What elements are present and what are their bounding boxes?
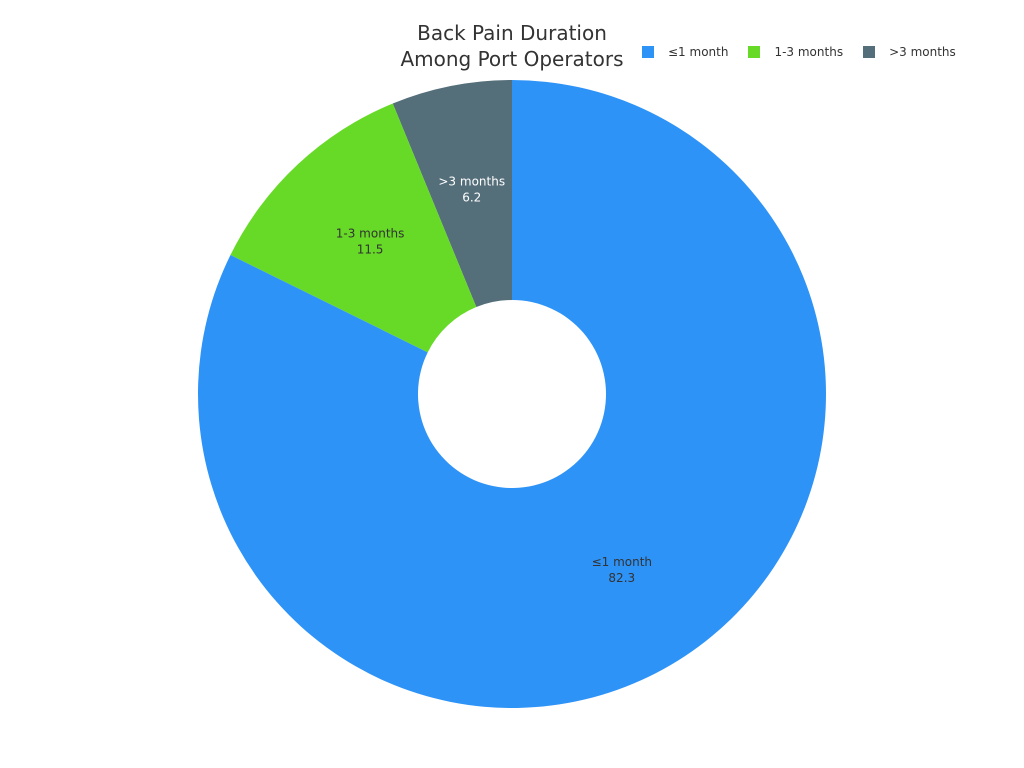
donut-slice [230, 103, 477, 353]
donut-slice [392, 80, 512, 308]
legend-label: >3 months [889, 45, 956, 59]
slice-value: 6.2 [462, 190, 481, 204]
slice-value: 82.3 [608, 571, 635, 585]
legend-swatch [748, 46, 761, 58]
legend-label: 1-3 months [774, 45, 844, 59]
legend: ≤1 month 1-3 months >3 months [642, 45, 976, 59]
legend-swatch [642, 46, 654, 58]
slice-label: 1-3 months [336, 226, 405, 240]
legend-item: 1-3 months [748, 45, 843, 59]
chart-title: Back Pain Duration Among Port Operators [400, 21, 624, 71]
donut-slice [197, 80, 826, 709]
legend-item: ≤1 month [642, 45, 728, 59]
legend-item: >3 months [863, 45, 956, 59]
legend-label: ≤1 month [668, 45, 729, 59]
slice-label: ≤1 month [592, 555, 652, 569]
slice-value: 11.5 [357, 242, 384, 256]
legend-swatch [863, 46, 876, 58]
slice-label: >3 months [438, 174, 505, 188]
